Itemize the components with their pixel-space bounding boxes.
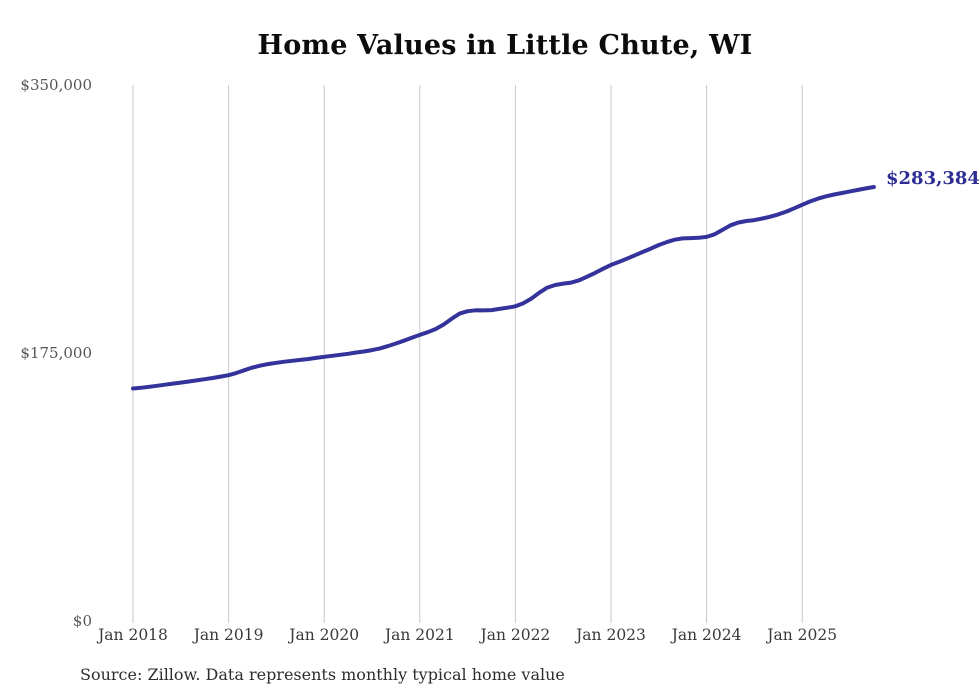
x-tick-label: Jan 2021 [384,626,455,644]
x-tick-label: Jan 2024 [671,626,742,644]
x-tick-label: Jan 2018 [98,626,168,644]
chart-title: Home Values in Little Chute, WI [257,30,753,61]
latest-value-label: $283,384 [886,168,980,189]
x-tick-label: Jan 2025 [767,626,838,644]
y-tick-label: $0 [72,612,92,630]
source-note: Source: Zillow. Data represents monthly … [80,665,565,684]
x-tick-label: Jan 2019 [193,626,264,644]
value-line [131,185,876,391]
x-tick-label: Jan 2020 [289,626,360,644]
y-tick-label: $350,000 [20,76,92,94]
x-tick-label: Jan 2022 [480,626,551,644]
y-tick-label: $175,000 [20,344,92,362]
x-tick-label: Jan 2023 [576,626,646,644]
